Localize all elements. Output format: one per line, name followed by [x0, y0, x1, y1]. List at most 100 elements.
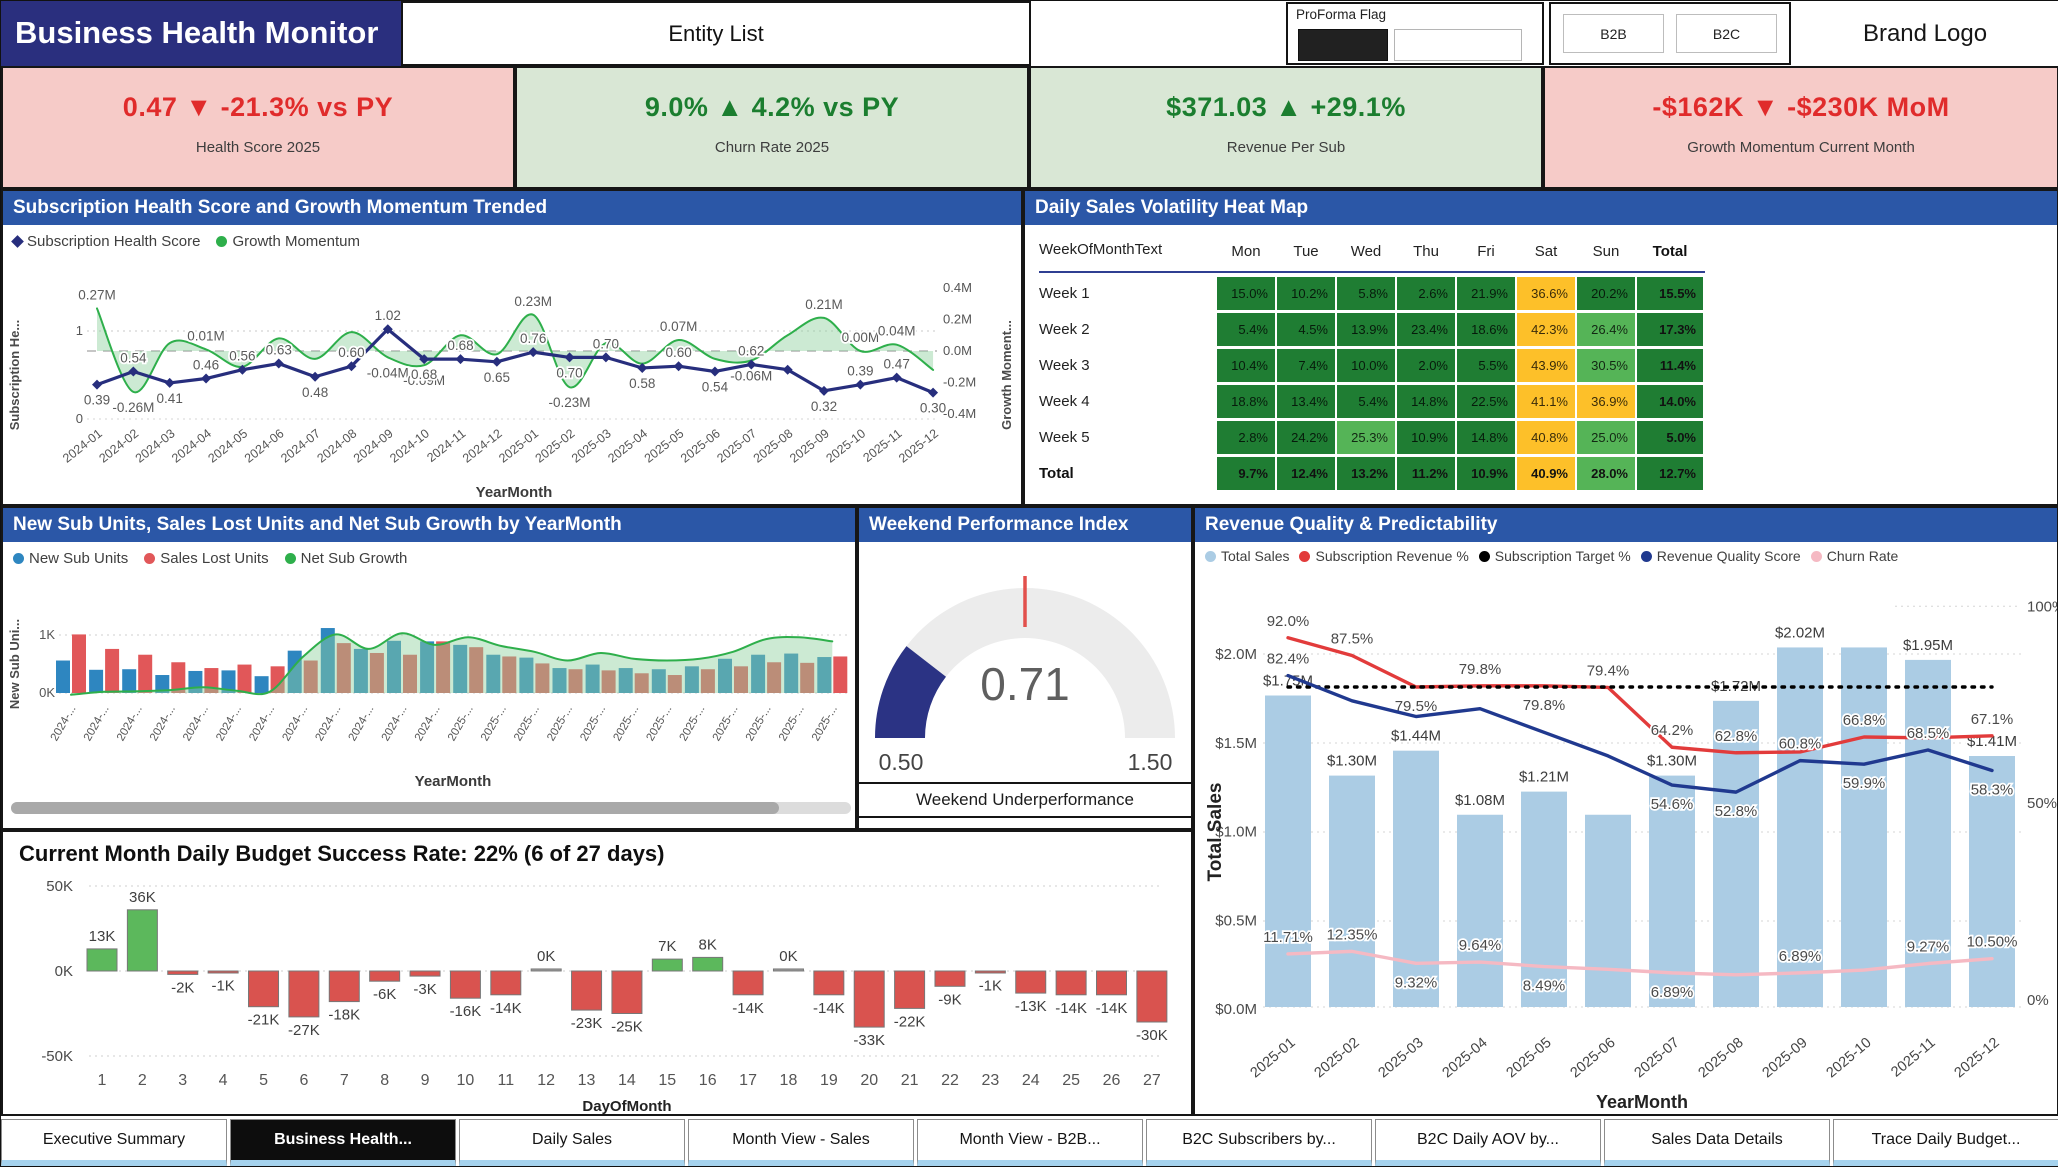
- heatmap-cell[interactable]: 7.4%: [1277, 349, 1335, 382]
- svg-text:0.71: 0.71: [980, 658, 1070, 710]
- heatmap-cell[interactable]: 28.0%: [1577, 457, 1635, 490]
- heatmap-cell[interactable]: 2.0%: [1397, 349, 1455, 382]
- report-tab[interactable]: Month View - B2B...: [917, 1119, 1143, 1166]
- heatmap-cell[interactable]: 10.9%: [1457, 457, 1515, 490]
- svg-text:0.70: 0.70: [556, 365, 582, 380]
- heatmap-cell[interactable]: 40.8%: [1517, 421, 1575, 454]
- b2b-button[interactable]: B2B: [1563, 14, 1664, 53]
- heatmap-cell[interactable]: 14.8%: [1397, 385, 1455, 418]
- report-tab[interactable]: B2C Daily AOV by...: [1375, 1119, 1601, 1166]
- heatmap-cell[interactable]: 12.7%: [1637, 457, 1703, 490]
- heatmap-cell[interactable]: 21.9%: [1457, 277, 1515, 310]
- heatmap-cell[interactable]: 5.4%: [1217, 313, 1275, 346]
- circle-icon: [1205, 550, 1216, 562]
- circle-icon: [216, 236, 228, 247]
- heatmap-cell[interactable]: 42.3%: [1517, 313, 1575, 346]
- heatmap-cell[interactable]: 17.3%: [1637, 313, 1703, 346]
- svg-text:2025-07: 2025-07: [714, 426, 759, 465]
- legend-item[interactable]: New Sub Units: [13, 550, 128, 567]
- weekend-gauge-chart[interactable]: 0.71 0.50 1.50: [859, 542, 1191, 782]
- horizontal-scrollbar[interactable]: [11, 802, 851, 814]
- svg-text:0.68: 0.68: [411, 367, 437, 382]
- heatmap-cell[interactable]: 13.9%: [1337, 313, 1395, 346]
- heatmap-cell[interactable]: 9.7%: [1217, 457, 1275, 490]
- svg-text:2024-01: 2024-01: [60, 426, 105, 465]
- kpi-value: 0.47 ▼ -21.3% vs PY: [122, 92, 394, 122]
- legend-item[interactable]: Sales Lost Units: [144, 550, 269, 567]
- heatmap-cell[interactable]: 36.6%: [1517, 277, 1575, 310]
- heatmap-cell[interactable]: 2.8%: [1217, 421, 1275, 454]
- report-tab[interactable]: B2C Subscribers by...: [1146, 1119, 1372, 1166]
- heatmap-cell[interactable]: 18.8%: [1217, 385, 1275, 418]
- heatmap-cell[interactable]: 4.5%: [1277, 313, 1335, 346]
- heatmap-cell[interactable]: 23.4%: [1397, 313, 1455, 346]
- heatmap-cell[interactable]: 10.2%: [1277, 277, 1335, 310]
- heatmap-cell[interactable]: 25.3%: [1337, 421, 1395, 454]
- health-trend-chart[interactable]: 0.27M -0.26M 0.01M -0.04M-0.09M 0.23M -0.23M 0…: [3, 261, 1021, 506]
- legend-item[interactable]: Subscription Revenue %: [1299, 548, 1469, 564]
- legend-item[interactable]: Growth Momentum: [216, 233, 360, 250]
- heatmap-cell[interactable]: 14.8%: [1457, 421, 1515, 454]
- heatmap-cell[interactable]: 13.2%: [1337, 457, 1395, 490]
- revenue-quality-chart[interactable]: $1.75M$1.30M$1.44M$1.08M$1.21M$1.30M$1.7…: [1195, 566, 2057, 1116]
- heatmap-cell[interactable]: 15.0%: [1217, 277, 1275, 310]
- report-tab[interactable]: Daily Sales: [459, 1119, 685, 1166]
- heatmap-cell[interactable]: 26.4%: [1577, 313, 1635, 346]
- svg-text:0: 0: [76, 411, 83, 426]
- svg-text:2025-01: 2025-01: [1248, 1035, 1299, 1081]
- heatmap-cell[interactable]: 5.5%: [1457, 349, 1515, 382]
- legend-item[interactable]: Subscription Health Score: [11, 233, 200, 250]
- heatmap-cell[interactable]: 2.6%: [1397, 277, 1455, 310]
- heatmap-cell[interactable]: 43.9%: [1517, 349, 1575, 382]
- svg-text:3: 3: [178, 1072, 187, 1089]
- legend-item[interactable]: Churn Rate: [1810, 548, 1898, 564]
- report-tab[interactable]: Business Health...: [230, 1119, 456, 1166]
- report-tab[interactable]: Trace Daily Budget...: [1833, 1119, 2058, 1166]
- proforma-on-swatch[interactable]: [1298, 29, 1388, 61]
- heatmap-cell[interactable]: 30.5%: [1577, 349, 1635, 382]
- heatmap-cell[interactable]: 10.9%: [1397, 421, 1455, 454]
- heatmap-cell[interactable]: 36.9%: [1577, 385, 1635, 418]
- heatmap-cell[interactable]: 13.4%: [1277, 385, 1335, 418]
- report-tab[interactable]: Month View - Sales: [688, 1119, 914, 1166]
- report-tab[interactable]: Sales Data Details: [1604, 1119, 1830, 1166]
- svg-text:0.62: 0.62: [738, 343, 764, 358]
- heatmap-cell[interactable]: 22.5%: [1457, 385, 1515, 418]
- b2c-button[interactable]: B2C: [1676, 14, 1777, 53]
- heatmap-cell[interactable]: 5.0%: [1637, 421, 1703, 454]
- heatmap-cell[interactable]: 18.6%: [1457, 313, 1515, 346]
- heatmap-cell[interactable]: 12.4%: [1277, 457, 1335, 490]
- svg-text:-2K: -2K: [171, 979, 194, 996]
- svg-text:4: 4: [219, 1072, 228, 1089]
- heatmap-cell[interactable]: 24.2%: [1277, 421, 1335, 454]
- heatmap-cell[interactable]: 25.0%: [1577, 421, 1635, 454]
- volatility-heatmap-table: WeekOfMonthText Mon Tue Wed Thu Fri Sat Sun Tota…: [1039, 235, 1705, 493]
- report-tab[interactable]: Executive Summary: [1, 1119, 227, 1166]
- svg-text:2025-12: 2025-12: [896, 426, 941, 465]
- heatmap-cell[interactable]: 5.8%: [1337, 277, 1395, 310]
- heatmap-cell[interactable]: 41.1%: [1517, 385, 1575, 418]
- scrollbar-thumb[interactable]: [11, 802, 779, 814]
- proforma-off-swatch[interactable]: [1394, 29, 1522, 61]
- svg-text:2025-...: 2025-...: [578, 704, 608, 744]
- heatmap-cell[interactable]: 10.4%: [1217, 349, 1275, 382]
- heatmap-cell[interactable]: 20.2%: [1577, 277, 1635, 310]
- gauge-callout: Weekend Underperformance: [859, 782, 1191, 818]
- legend-item[interactable]: Revenue Quality Score: [1640, 548, 1801, 564]
- legend-item[interactable]: Net Sub Growth: [284, 550, 407, 567]
- heatmap-cell[interactable]: 10.0%: [1337, 349, 1395, 382]
- heatmap-cell[interactable]: 14.0%: [1637, 385, 1703, 418]
- legend-item[interactable]: Total Sales: [1205, 548, 1289, 564]
- svg-text:25: 25: [1062, 1072, 1080, 1089]
- heatmap-cell[interactable]: 11.2%: [1397, 457, 1455, 490]
- heatmap-cell[interactable]: 40.9%: [1517, 457, 1575, 490]
- legend-item[interactable]: Subscription Target %: [1478, 548, 1631, 564]
- heatmap-cell[interactable]: 11.4%: [1637, 349, 1703, 382]
- heatmap-cell[interactable]: 15.5%: [1637, 277, 1703, 310]
- heatmap-cell[interactable]: 5.4%: [1337, 385, 1395, 418]
- entity-list-dropdown[interactable]: Entity List: [401, 1, 1031, 66]
- svg-text:8.49%: 8.49%: [1523, 978, 1566, 995]
- daily-budget-chart[interactable]: 13K 36K -2K -1K -21K -27K -18K -6K -3K -16K -14K 0K…: [3, 873, 1191, 1116]
- svg-text:6: 6: [299, 1072, 308, 1089]
